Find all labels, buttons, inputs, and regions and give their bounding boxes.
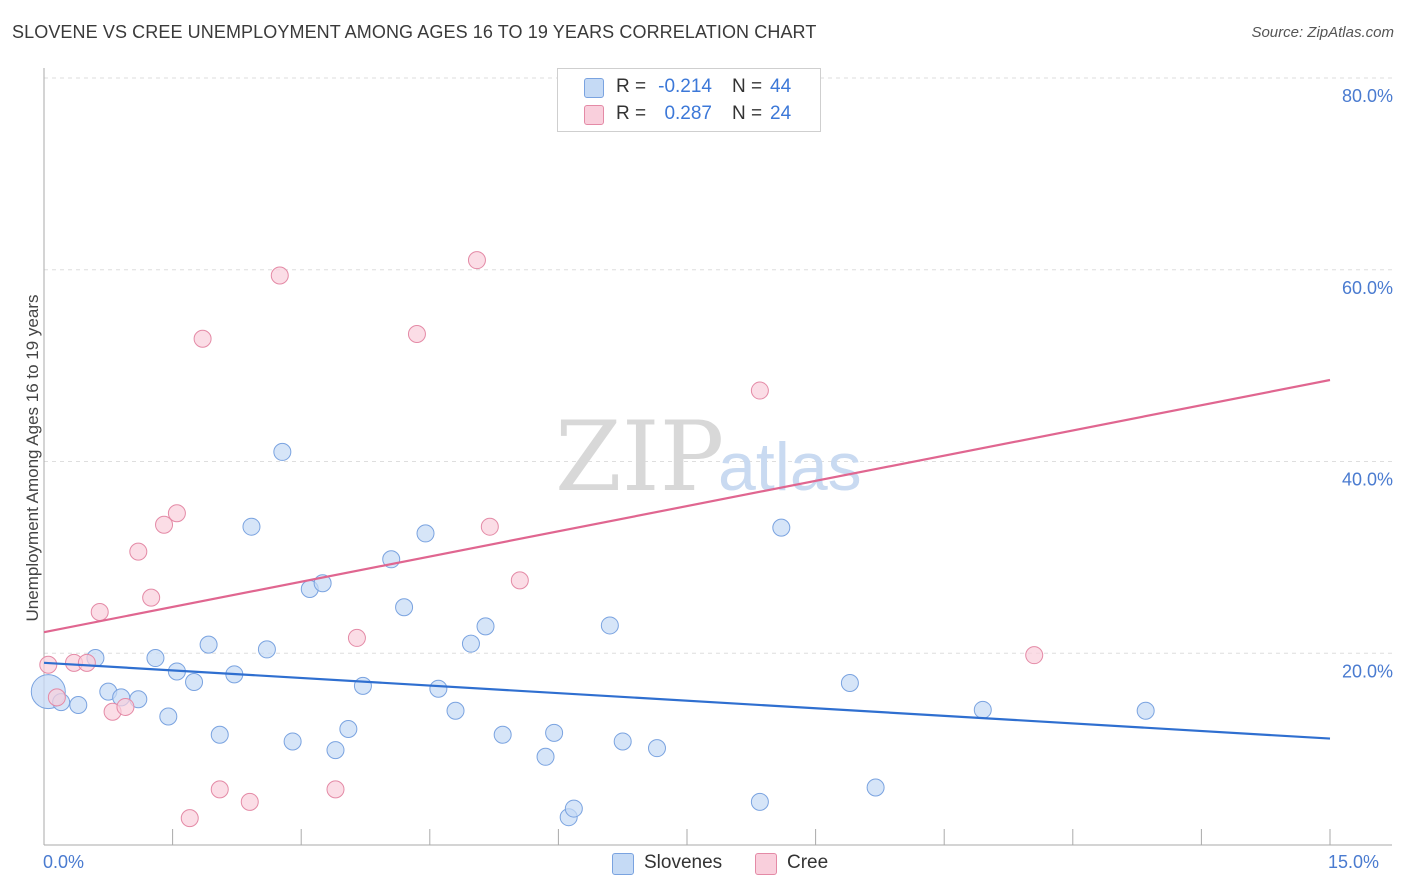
point-cree[interactable] <box>155 515 174 534</box>
legend-row-slovenes: R = -0.214 N = 44 <box>558 74 820 100</box>
point-cree[interactable] <box>240 792 259 811</box>
correlation-legend: R = -0.214 N = 44 R = 0.287 N = 24 <box>557 68 821 132</box>
point-cree[interactable] <box>750 381 769 400</box>
point-slovenes[interactable] <box>866 778 885 797</box>
bottom-legend-swatch-cree <box>755 853 777 875</box>
point-slovenes[interactable] <box>257 640 276 659</box>
point-slovenes[interactable] <box>242 517 261 536</box>
point-slovenes[interactable] <box>600 616 619 635</box>
watermark-zip: ZIP <box>555 401 724 513</box>
legend-n-value: 24 <box>770 103 792 124</box>
point-slovenes[interactable] <box>446 701 465 720</box>
point-slovenes[interactable] <box>461 634 480 653</box>
y-tick-label: 20.0% <box>1342 661 1393 681</box>
point-slovenes[interactable] <box>69 696 88 715</box>
point-cree[interactable] <box>142 588 161 607</box>
point-slovenes[interactable] <box>283 732 302 751</box>
source-label: Source: ZipAtlas.com <box>1251 24 1394 41</box>
watermark: ZIP atlas <box>555 401 862 513</box>
y-tick-label: 60.0% <box>1342 278 1393 298</box>
point-cree[interactable] <box>90 603 109 622</box>
legend-n-label: N = <box>732 103 763 124</box>
trendline-cree <box>43 378 1331 634</box>
point-slovenes[interactable] <box>545 723 564 742</box>
point-cree[interactable] <box>1025 646 1044 665</box>
legend-r-label: R = <box>616 76 647 97</box>
chart-title: SLOVENE VS CREE UNEMPLOYMENT AMONG AGES … <box>12 22 817 42</box>
point-slovenes[interactable] <box>185 673 204 692</box>
point-slovenes[interactable] <box>840 673 859 692</box>
y-axis-label: Unemployment Among Ages 16 to 19 years <box>23 295 42 622</box>
point-cree[interactable] <box>167 504 186 523</box>
point-slovenes[interactable] <box>493 725 512 744</box>
bottom-legend-swatch-slovenes <box>612 853 634 875</box>
trend-layer <box>43 378 1331 740</box>
point-slovenes[interactable] <box>647 739 666 758</box>
point-slovenes[interactable] <box>273 442 292 461</box>
point-slovenes[interactable] <box>613 732 632 751</box>
legend-n-label: N = <box>732 76 763 97</box>
point-slovenes[interactable] <box>476 617 495 636</box>
bottom-legend-label: Cree <box>787 852 829 873</box>
point-slovenes[interactable] <box>429 679 448 698</box>
legend-r-value: -0.214 <box>658 76 712 97</box>
point-cree[interactable] <box>116 697 135 716</box>
legend-r-label: R = <box>616 103 647 124</box>
point-cree[interactable] <box>326 780 345 799</box>
axis-layer: 20.0% 40.0% 60.0% 80.0% <box>43 68 1393 846</box>
point-slovenes[interactable] <box>210 725 229 744</box>
legend-row-cree: R = 0.287 N = 24 <box>558 101 820 127</box>
point-cree[interactable] <box>193 329 212 348</box>
y-tick-label: 80.0% <box>1342 86 1393 106</box>
point-cree[interactable] <box>467 251 486 270</box>
point-cree[interactable] <box>129 542 148 561</box>
trendline-slovenes <box>43 661 1331 740</box>
point-slovenes[interactable] <box>772 518 791 537</box>
point-slovenes[interactable] <box>146 649 165 668</box>
point-cree[interactable] <box>210 780 229 799</box>
point-cree[interactable] <box>347 628 366 647</box>
point-slovenes[interactable] <box>973 700 992 719</box>
x-tick-label-max: 15.0% <box>1328 852 1380 872</box>
point-cree[interactable] <box>39 655 58 674</box>
y-tick-label: 40.0% <box>1342 470 1393 490</box>
point-slovenes[interactable] <box>353 676 372 695</box>
point-cree[interactable] <box>480 517 499 536</box>
legend-swatch-cree <box>584 105 604 125</box>
point-cree[interactable] <box>47 688 66 707</box>
grid-layer <box>44 77 1392 654</box>
point-cree[interactable] <box>180 809 199 828</box>
x-tick-label-min: 0.0% <box>43 852 85 872</box>
point-cree[interactable] <box>510 571 529 590</box>
point-slovenes[interactable] <box>199 635 218 654</box>
point-slovenes[interactable] <box>536 747 555 766</box>
point-slovenes[interactable] <box>564 799 583 818</box>
legend-n-value: 44 <box>770 76 792 97</box>
legend-swatch-slovenes <box>584 78 604 98</box>
point-cree[interactable] <box>77 653 96 672</box>
point-cree[interactable] <box>270 266 289 285</box>
watermark-atlas: atlas <box>718 429 862 505</box>
point-slovenes[interactable] <box>750 792 769 811</box>
point-slovenes[interactable] <box>416 524 435 543</box>
point-slovenes[interactable] <box>1136 701 1155 720</box>
point-slovenes[interactable] <box>395 598 414 617</box>
points-layer <box>30 251 1155 828</box>
point-slovenes[interactable] <box>326 741 345 760</box>
point-cree[interactable] <box>407 324 426 343</box>
point-slovenes[interactable] <box>159 707 178 726</box>
legend-r-value: 0.287 <box>664 103 712 124</box>
bottom-legend-label: Slovenes <box>644 852 723 873</box>
point-slovenes[interactable] <box>339 719 358 738</box>
